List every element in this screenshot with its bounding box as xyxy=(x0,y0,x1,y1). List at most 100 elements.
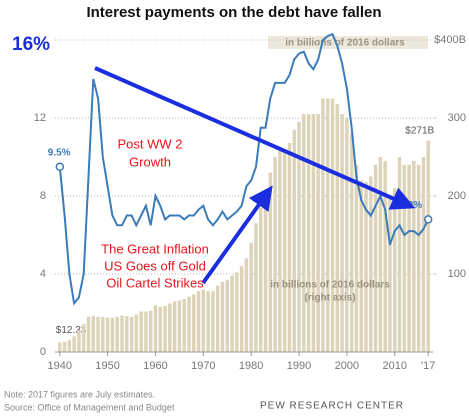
bar xyxy=(96,316,100,352)
bar xyxy=(139,311,143,352)
bar xyxy=(81,323,86,352)
bar xyxy=(144,311,148,352)
bar xyxy=(378,157,383,352)
bar xyxy=(62,341,67,352)
bar xyxy=(58,342,62,352)
x-tick-label: '17 xyxy=(421,360,435,372)
annotation: Growth xyxy=(129,154,171,169)
bar xyxy=(105,317,110,352)
bar xyxy=(201,289,206,352)
x-tick-label: 1960 xyxy=(143,360,167,372)
point xyxy=(423,215,433,224)
bar xyxy=(388,196,392,352)
bar xyxy=(311,114,316,352)
bar xyxy=(335,103,340,353)
bar xyxy=(383,160,387,352)
bar xyxy=(196,291,201,352)
bar xyxy=(244,258,249,352)
bar xyxy=(215,285,220,352)
y2-tick-label: 100 xyxy=(448,268,466,280)
bar xyxy=(407,164,411,352)
bar xyxy=(239,266,244,352)
bar xyxy=(235,272,239,352)
bar xyxy=(177,300,182,352)
y-tick-label: 0 xyxy=(40,346,46,358)
bar xyxy=(326,98,330,352)
x-tick-label: 2010 xyxy=(382,360,406,372)
bar xyxy=(273,157,277,352)
bar xyxy=(330,98,335,352)
bar xyxy=(153,305,158,352)
bar xyxy=(125,316,129,352)
x-tick-label: 1990 xyxy=(287,360,311,372)
annotation: Post WW 2 xyxy=(117,136,182,151)
bar xyxy=(230,275,234,352)
bar xyxy=(110,317,115,352)
bar xyxy=(115,316,119,352)
bar xyxy=(249,242,253,352)
bar xyxy=(182,298,186,352)
bar xyxy=(349,133,354,352)
bar xyxy=(402,164,407,352)
bar xyxy=(163,305,167,352)
plot-area: 0 4 8 12 16% 100 200 300 $400B 1940 1950 1960 1970 19… xyxy=(12,32,466,372)
value-label: $12.33 xyxy=(56,325,87,336)
bar xyxy=(369,176,373,352)
bar xyxy=(397,157,402,352)
y-tick-label: 16% xyxy=(12,34,50,55)
x-tick-label: 1970 xyxy=(191,360,215,372)
bar xyxy=(158,306,162,352)
annotation: in billions of 2016 dollars xyxy=(270,280,390,291)
arrow xyxy=(94,66,416,210)
x-tick-label: 1950 xyxy=(95,360,119,372)
y2-tick-label: 300 xyxy=(448,112,466,124)
bar xyxy=(345,118,349,352)
annotation: The Great Inflation xyxy=(101,241,209,256)
x-tick-label: 2000 xyxy=(335,360,359,372)
bar xyxy=(206,291,210,352)
y2-note: in billions of 2016 dollars xyxy=(285,38,405,49)
bar xyxy=(148,310,153,352)
y2-tick-label: 200 xyxy=(448,190,466,202)
bar xyxy=(129,316,134,352)
bar xyxy=(340,114,344,352)
bar xyxy=(211,291,215,352)
bar xyxy=(359,180,363,352)
bar xyxy=(86,316,91,352)
bar xyxy=(364,181,368,352)
bar xyxy=(297,121,301,353)
y-tick-label: 8 xyxy=(40,190,46,202)
bar xyxy=(292,129,296,352)
bar xyxy=(278,150,282,352)
note-box xyxy=(268,36,428,49)
brand: PEW RESEARCH CENTER xyxy=(260,401,404,412)
x-tick-label: 1980 xyxy=(239,360,263,372)
x-tick-label: 1940 xyxy=(48,360,72,372)
bar xyxy=(268,172,273,352)
bar xyxy=(263,196,268,352)
line xyxy=(58,32,430,306)
annotation: Oil Cartel Strikes xyxy=(106,275,204,290)
y-tick-label: 12 xyxy=(34,112,46,124)
bar xyxy=(91,316,96,352)
bar xyxy=(426,140,430,352)
bar xyxy=(101,316,105,352)
annotation: US Goes off Gold xyxy=(104,258,206,273)
bar xyxy=(302,114,306,352)
bar xyxy=(172,301,177,352)
value-label: $271B xyxy=(405,125,434,136)
bar xyxy=(77,330,81,352)
bar xyxy=(421,157,426,352)
y-tick-label: 4 xyxy=(40,268,46,280)
bar xyxy=(187,296,191,352)
bar xyxy=(392,188,397,352)
bar xyxy=(282,150,287,352)
chart-title: Interest payments on the debt have falle… xyxy=(86,4,381,21)
value-label: 9.5% xyxy=(48,147,71,158)
bar xyxy=(416,164,421,352)
bar xyxy=(225,280,229,352)
bar xyxy=(192,294,196,352)
bar xyxy=(67,340,72,352)
footnote: Note: 2017 figures are July estimates. xyxy=(4,389,155,399)
